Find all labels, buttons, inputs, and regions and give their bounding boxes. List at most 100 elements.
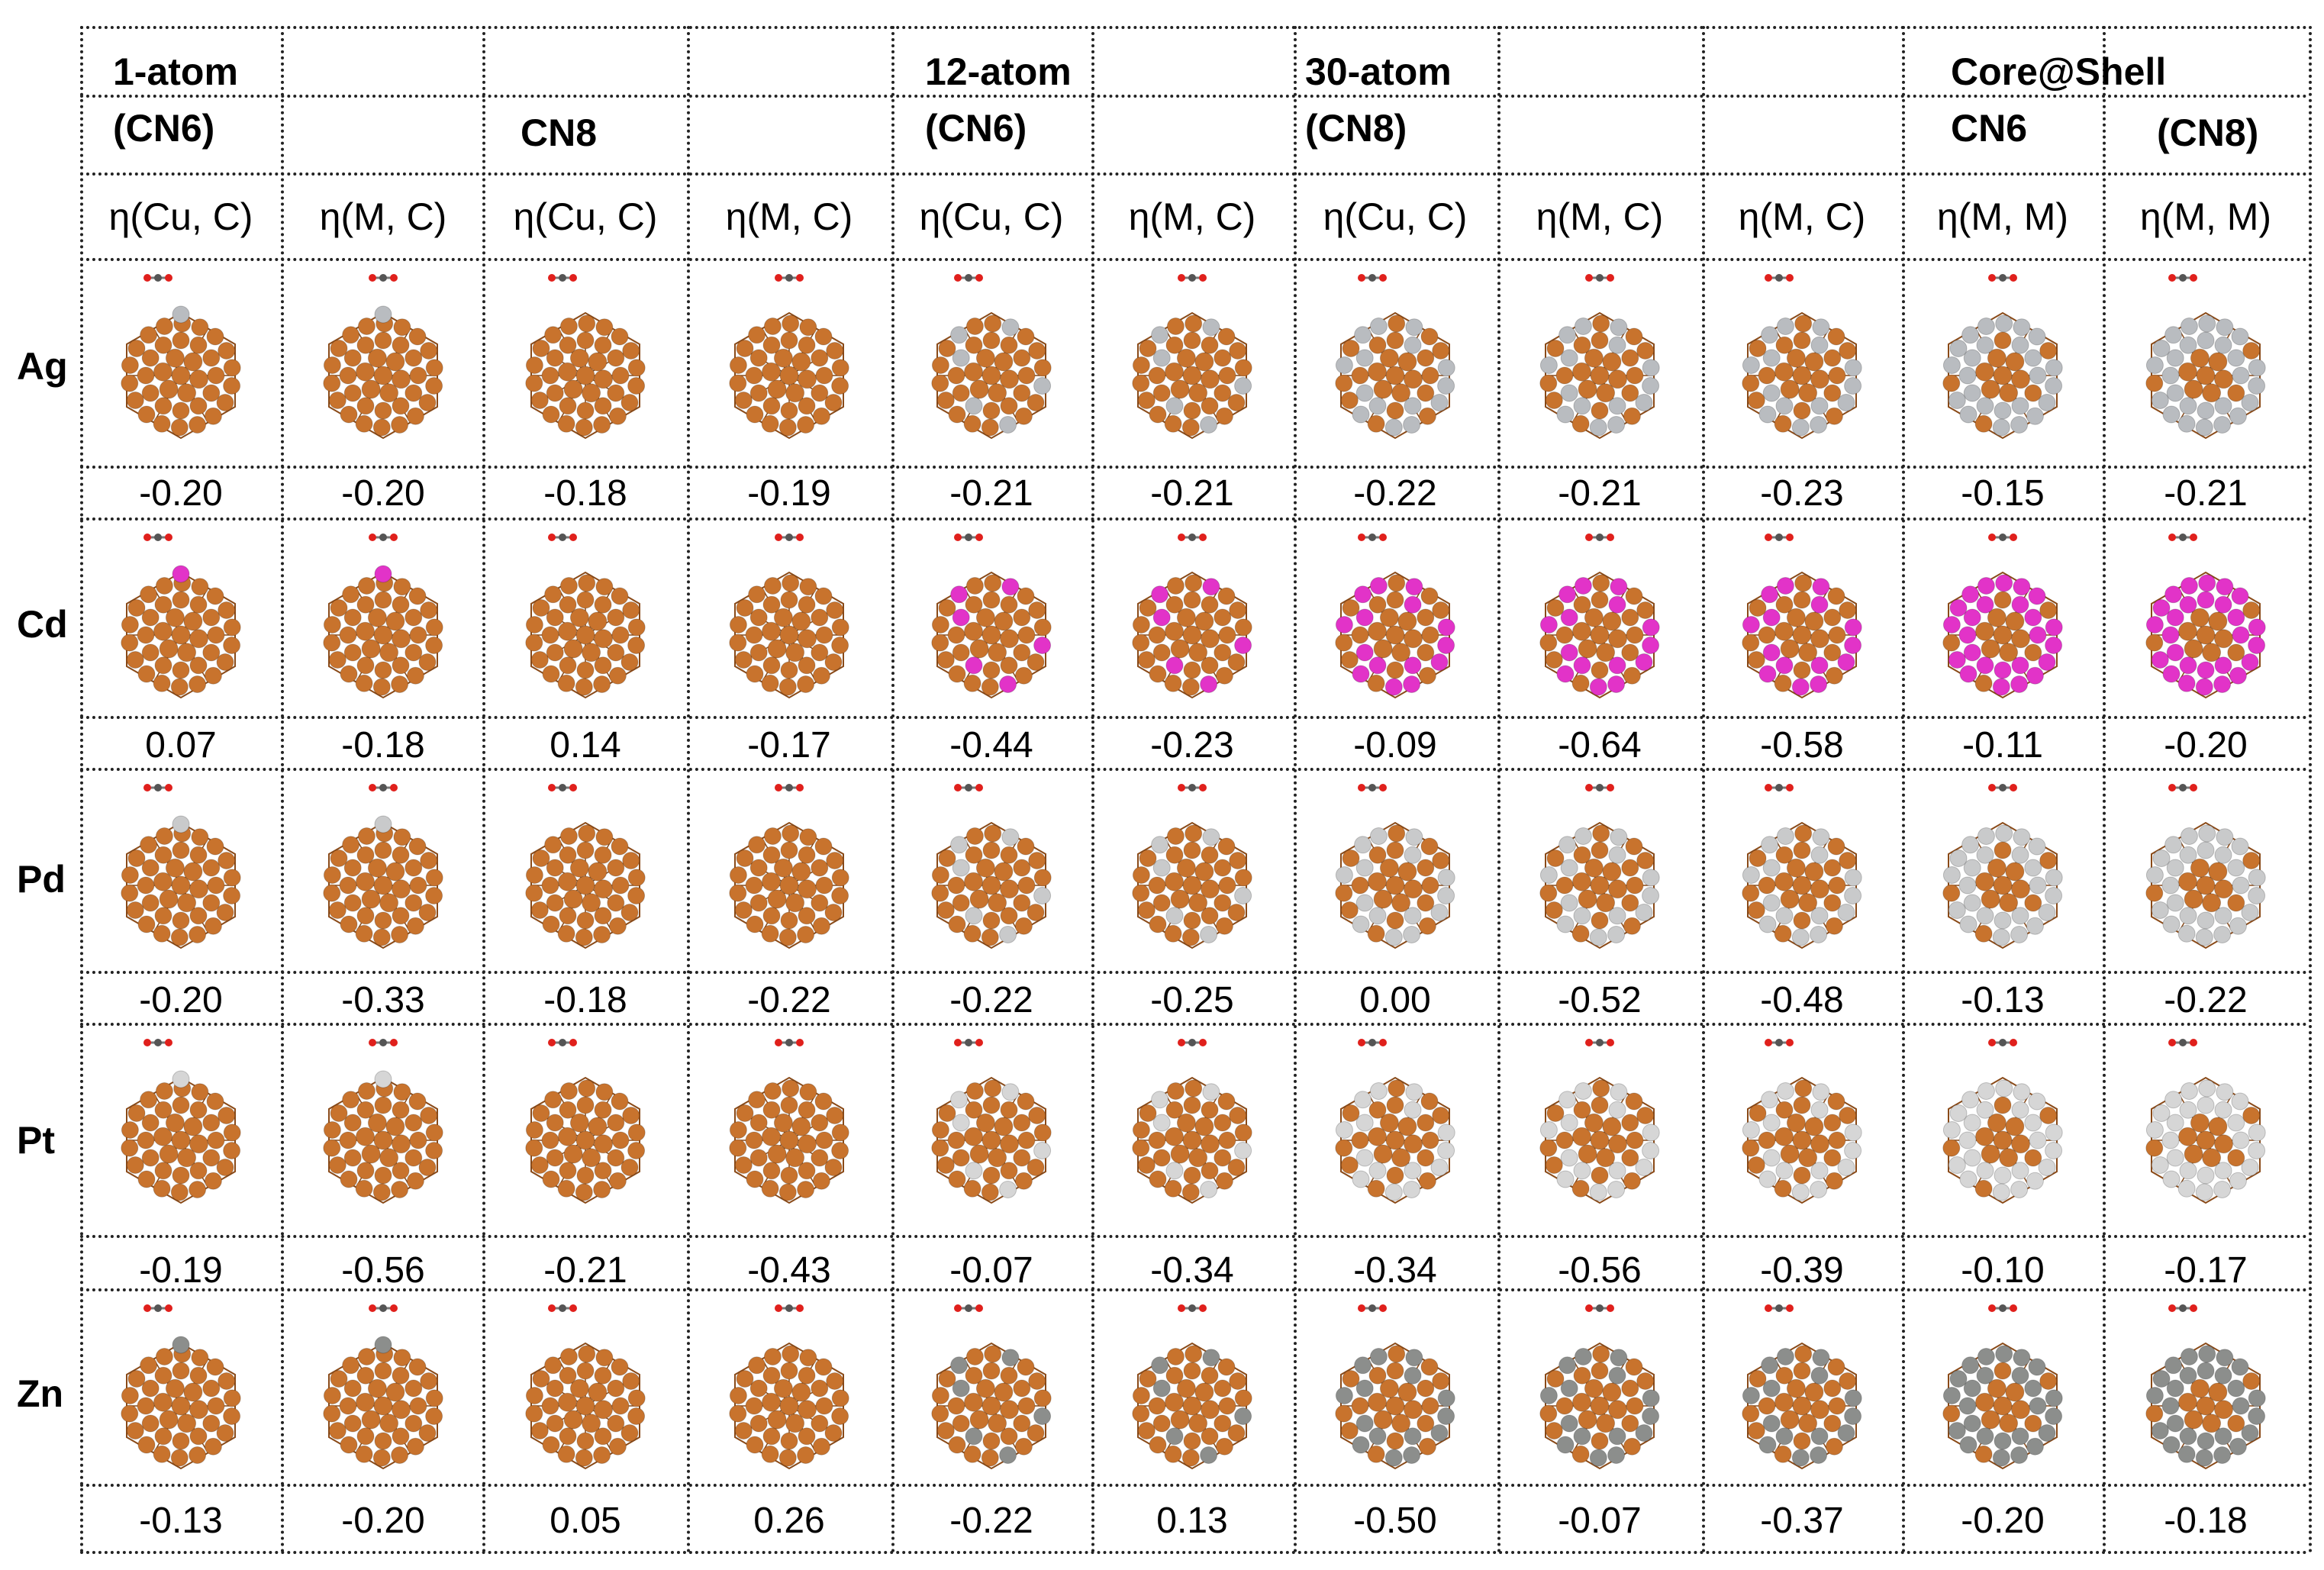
cluster-image bbox=[915, 521, 1068, 727]
cluster-image bbox=[307, 1026, 459, 1232]
eta-label: η(M, M) bbox=[1936, 195, 2069, 238]
cluster-image bbox=[1116, 1026, 1268, 1232]
header-group-12-atom: 12-atom bbox=[925, 50, 1072, 93]
grid-line bbox=[891, 26, 894, 1554]
value-cell: -0.09 bbox=[1353, 725, 1437, 766]
grid-line bbox=[80, 768, 2309, 771]
cluster-image bbox=[1926, 1026, 2079, 1232]
grid-line bbox=[80, 716, 2309, 719]
cluster-image bbox=[509, 521, 662, 727]
value-cell: -0.25 bbox=[1150, 980, 1234, 1020]
cluster-image bbox=[509, 771, 662, 977]
cluster-image bbox=[307, 771, 459, 977]
value-cell: -0.07 bbox=[949, 1250, 1033, 1291]
row-label-pt: Pt bbox=[17, 1119, 55, 1162]
value-cell: -0.56 bbox=[1558, 1250, 1642, 1291]
value-cell: -0.48 bbox=[1760, 980, 1844, 1020]
value-cell: 0.14 bbox=[550, 725, 621, 766]
value-cell: -0.18 bbox=[543, 980, 627, 1020]
cluster-image bbox=[1726, 261, 1878, 467]
value-cell: -0.11 bbox=[1962, 725, 2043, 766]
grid-line bbox=[80, 1288, 2309, 1291]
grid-line bbox=[1294, 26, 1297, 1554]
value-cell: 0.00 bbox=[1359, 980, 1431, 1020]
value-cell: -0.22 bbox=[2164, 980, 2248, 1020]
value-cell: -0.21 bbox=[1150, 473, 1234, 514]
value-cell: -0.37 bbox=[1760, 1501, 1844, 1541]
grid-line bbox=[2103, 26, 2106, 1554]
header-sub-cn6: (CN6) bbox=[925, 107, 1027, 150]
value-cell: -0.22 bbox=[949, 980, 1033, 1020]
value-cell: -0.19 bbox=[747, 473, 831, 514]
cluster-image bbox=[307, 521, 459, 727]
value-cell: -0.21 bbox=[1558, 473, 1642, 514]
grid-line bbox=[1902, 26, 1905, 1554]
cluster-image bbox=[2129, 1026, 2282, 1232]
value-cell: -0.50 bbox=[1353, 1501, 1437, 1541]
value-cell: -0.20 bbox=[139, 980, 223, 1020]
grid-line bbox=[80, 95, 2309, 98]
eta-label: η(Cu, C) bbox=[1323, 195, 1468, 238]
cluster-image bbox=[1726, 1026, 1878, 1232]
cluster-image bbox=[105, 1026, 257, 1232]
cluster-image bbox=[915, 771, 1068, 977]
value-cell: -0.43 bbox=[747, 1250, 831, 1291]
cluster-image bbox=[1523, 1291, 1676, 1497]
row-label-cd: Cd bbox=[17, 603, 68, 646]
eta-label: η(M, C) bbox=[1536, 195, 1664, 238]
cluster-image bbox=[1116, 261, 1268, 467]
value-cell: -0.34 bbox=[1150, 1250, 1234, 1291]
cluster-image bbox=[307, 261, 459, 467]
grid-line bbox=[687, 26, 690, 1554]
header-sub-cn6: (CN6) bbox=[113, 107, 215, 150]
value-cell: -0.33 bbox=[341, 980, 425, 1020]
eta-label: η(Cu, C) bbox=[919, 195, 1064, 238]
value-cell: -0.39 bbox=[1760, 1250, 1844, 1291]
grid-line bbox=[1091, 26, 1094, 1554]
grid-line bbox=[80, 1023, 2309, 1026]
header-group-1-atom: 1-atom bbox=[113, 50, 238, 93]
header-sub-cn6: CN6 bbox=[1951, 107, 2028, 150]
value-cell: 0.13 bbox=[1156, 1501, 1228, 1541]
grid-line bbox=[1497, 26, 1500, 1554]
row-label-zn: Zn bbox=[17, 1372, 64, 1415]
grid-line bbox=[80, 1551, 2309, 1554]
value-cell: -0.07 bbox=[1558, 1501, 1642, 1541]
value-cell: 0.07 bbox=[145, 725, 217, 766]
cluster-image bbox=[713, 771, 865, 977]
grid-line bbox=[80, 466, 2309, 469]
cluster-image bbox=[105, 261, 257, 467]
cluster-image bbox=[1926, 771, 2079, 977]
grid-line bbox=[80, 971, 2309, 974]
value-cell: -0.13 bbox=[139, 1501, 223, 1541]
grid-line bbox=[80, 26, 2309, 29]
cluster-image bbox=[1319, 261, 1471, 467]
value-cell: -0.20 bbox=[341, 1501, 425, 1541]
value-cell: -0.15 bbox=[1961, 473, 2045, 514]
value-cell: -0.22 bbox=[1353, 473, 1437, 514]
eta-label: η(M, M) bbox=[2139, 195, 2272, 238]
grid-line bbox=[2309, 26, 2312, 1554]
value-cell: -0.20 bbox=[341, 473, 425, 514]
cluster-image bbox=[915, 261, 1068, 467]
header-group-30-atom: 30-atom bbox=[1305, 50, 1452, 93]
value-cell: -0.10 bbox=[1961, 1250, 2045, 1291]
header-sub-cn8: CN8 bbox=[521, 111, 598, 154]
value-cell: 0.26 bbox=[753, 1501, 825, 1541]
value-cell: -0.20 bbox=[2164, 725, 2248, 766]
cluster-image bbox=[1523, 1026, 1676, 1232]
cluster-image bbox=[713, 1026, 865, 1232]
cluster-image bbox=[509, 261, 662, 467]
value-cell: -0.20 bbox=[1961, 1501, 2045, 1541]
cluster-image bbox=[1319, 1026, 1471, 1232]
cluster-image bbox=[1523, 261, 1676, 467]
cluster-image bbox=[1116, 1291, 1268, 1497]
value-cell: -0.20 bbox=[139, 473, 223, 514]
value-cell: -0.23 bbox=[1760, 473, 1844, 514]
value-cell: -0.21 bbox=[543, 1250, 627, 1291]
cluster-image bbox=[1926, 1291, 2079, 1497]
cluster-image bbox=[1319, 521, 1471, 727]
value-cell: -0.56 bbox=[341, 1250, 425, 1291]
cluster-image bbox=[1319, 771, 1471, 977]
